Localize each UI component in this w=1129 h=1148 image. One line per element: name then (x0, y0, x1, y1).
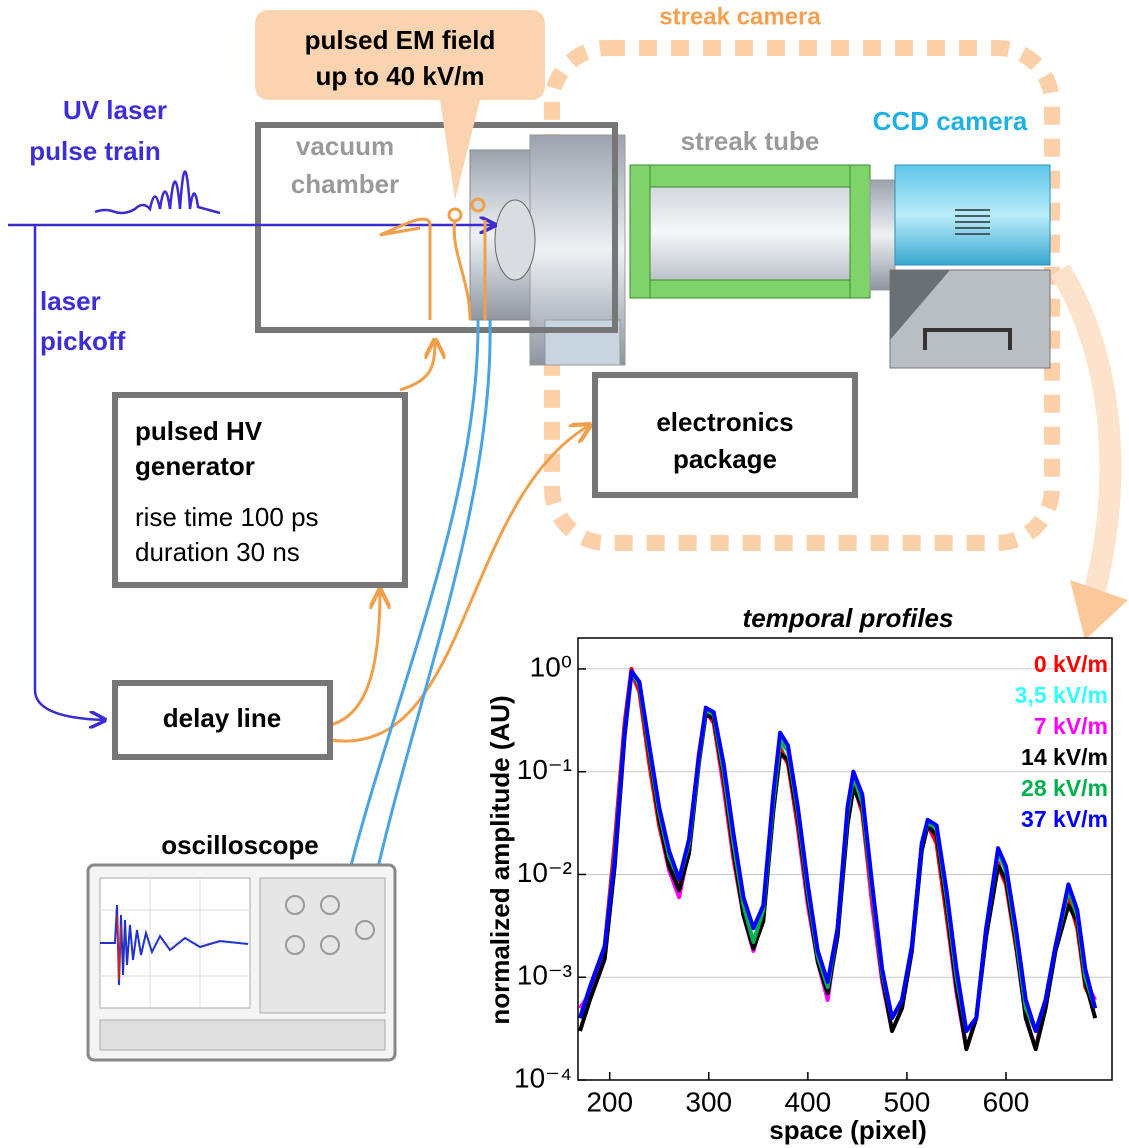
label: up to 40 kV/m (315, 61, 484, 91)
hv-generator-box (112, 392, 408, 588)
label: streak camera (659, 3, 821, 30)
y-tick-label: 10⁻³ (517, 960, 572, 991)
chart: temporal profiles space (pixel) normaliz… (485, 603, 1113, 1145)
streak-camera-hardware (469, 134, 1051, 369)
x-tick-label: 500 (884, 1086, 931, 1117)
electronics-box (592, 372, 858, 498)
y-tick-label: 10⁻⁴ (514, 1062, 572, 1093)
label: streak tube (681, 126, 820, 156)
y-tick-label: 10⁰ (530, 651, 572, 682)
legend-entry: 37 kV/m (1021, 806, 1108, 832)
oscilloscope-image (86, 863, 397, 1062)
label: pulse train (29, 136, 160, 166)
legend-entry: 14 kV/m (1021, 744, 1108, 770)
label: oscilloscope (161, 830, 319, 860)
delay-line-box (112, 680, 333, 760)
label: vacuum (296, 131, 394, 161)
pulse-train (94, 170, 221, 215)
chart-title: temporal profiles (743, 603, 954, 633)
label: generator (135, 451, 255, 481)
legend-entry: 28 kV/m (1021, 775, 1108, 801)
label: pulsed EM field (305, 25, 496, 55)
label: laser (40, 286, 101, 316)
series-line (578, 669, 1098, 1033)
x-tick-label: 600 (983, 1086, 1030, 1117)
legend-entry: 3,5 kV/m (1015, 682, 1108, 708)
hv-wiring (329, 197, 590, 743)
label: package (673, 444, 777, 474)
label: pickoff (40, 326, 126, 356)
label: chamber (291, 169, 399, 199)
vacuum-chamber-box (255, 122, 618, 333)
flow-arrow (1050, 264, 1122, 593)
y-tick-label: 10⁻² (517, 857, 572, 888)
label: delay line (163, 703, 282, 733)
pickoff-beam (33, 225, 105, 720)
label: pulsed HV (135, 416, 263, 446)
y-axis-label: normalized amplitude (AU) (485, 695, 515, 1024)
x-axis-label: space (pixel) (769, 1115, 927, 1145)
flow-arrow-head (1070, 580, 1128, 640)
callout (255, 10, 545, 200)
legend-entry: 7 kV/m (1034, 713, 1108, 739)
x-tick-label: 300 (685, 1086, 732, 1117)
label: UV laser (63, 95, 167, 125)
label: rise time 100 ps (135, 502, 319, 532)
x-tick-label: 200 (586, 1086, 633, 1117)
label: electronics (656, 407, 793, 437)
legend-entry: 0 kV/m (1034, 651, 1108, 677)
y-tick-label: 10⁻¹ (517, 754, 572, 785)
x-tick-label: 400 (784, 1086, 831, 1117)
label: CCD camera (873, 106, 1028, 136)
label: duration 30 ns (135, 537, 300, 567)
plot-frame (577, 637, 1113, 1081)
